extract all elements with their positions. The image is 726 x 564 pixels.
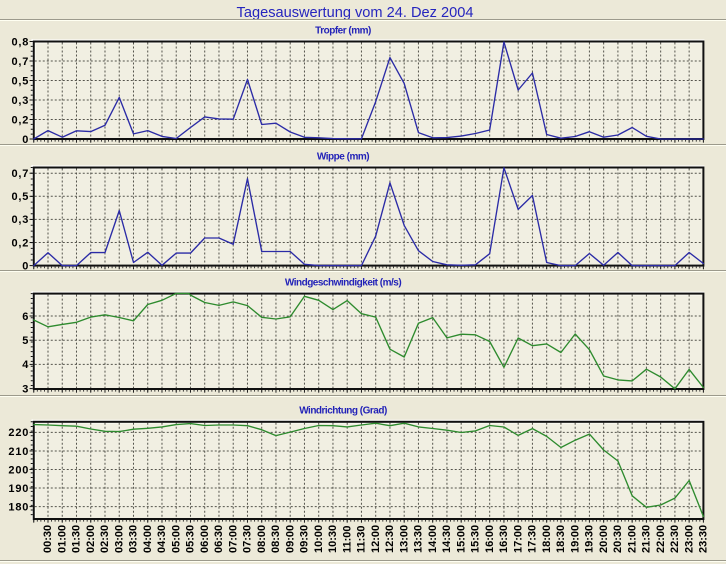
svg-text:23:00: 23:00 [683, 525, 695, 553]
svg-text:200: 200 [8, 464, 29, 476]
svg-text:Windrichtung (Grad): Windrichtung (Grad) [299, 405, 387, 416]
svg-text:10:30: 10:30 [327, 525, 339, 553]
svg-text:5: 5 [22, 335, 29, 347]
svg-text:Tropfer (mm): Tropfer (mm) [315, 25, 371, 36]
svg-text:09:30: 09:30 [299, 525, 311, 553]
svg-text:01:00: 01:00 [56, 525, 68, 553]
svg-text:11:30: 11:30 [356, 525, 368, 553]
svg-text:11:00: 11:00 [341, 525, 353, 553]
svg-text:16:30: 16:30 [498, 525, 510, 553]
svg-text:14:00: 14:00 [427, 525, 439, 553]
svg-text:04:30: 04:30 [156, 525, 168, 553]
svg-text:0,2: 0,2 [11, 114, 29, 126]
svg-text:07:00: 07:00 [227, 525, 239, 553]
svg-text:05:30: 05:30 [185, 525, 197, 553]
svg-text:10:00: 10:00 [313, 525, 325, 553]
svg-text:0,3: 0,3 [11, 95, 29, 107]
svg-text:05:00: 05:00 [170, 525, 182, 553]
svg-text:22:00: 22:00 [655, 525, 667, 553]
svg-text:13:30: 13:30 [413, 525, 425, 553]
svg-text:15:30: 15:30 [470, 525, 482, 553]
svg-text:20:30: 20:30 [612, 525, 624, 553]
svg-text:Windgeschwindigkeit (m/s): Windgeschwindigkeit (m/s) [285, 277, 401, 288]
svg-text:04:00: 04:00 [142, 525, 154, 553]
svg-text:13:00: 13:00 [398, 525, 410, 553]
svg-text:02:30: 02:30 [99, 525, 111, 553]
svg-text:18:30: 18:30 [555, 525, 567, 553]
svg-text:180: 180 [8, 501, 29, 513]
svg-text:08:30: 08:30 [270, 525, 282, 553]
svg-text:21:30: 21:30 [641, 525, 653, 553]
svg-text:15:00: 15:00 [455, 525, 467, 553]
svg-text:0: 0 [22, 260, 29, 272]
svg-text:23:30: 23:30 [698, 525, 710, 553]
svg-text:20:00: 20:00 [598, 525, 610, 553]
svg-text:0,7: 0,7 [11, 168, 29, 180]
svg-text:14:30: 14:30 [441, 525, 453, 553]
svg-text:17:00: 17:00 [512, 525, 524, 553]
svg-text:0,3: 0,3 [11, 214, 29, 226]
svg-text:03:30: 03:30 [128, 525, 140, 553]
svg-text:12:00: 12:00 [370, 525, 382, 553]
svg-text:22:30: 22:30 [669, 525, 681, 553]
svg-text:06:30: 06:30 [213, 525, 225, 553]
svg-text:19:30: 19:30 [584, 525, 596, 553]
svg-text:210: 210 [8, 446, 29, 458]
svg-text:Tagesauswertung vom 24. Dez 20: Tagesauswertung vom 24. Dez 2004 [237, 5, 474, 21]
svg-text:16:00: 16:00 [484, 525, 496, 553]
svg-text:3: 3 [22, 383, 29, 395]
svg-text:4: 4 [22, 359, 29, 371]
svg-text:0,5: 0,5 [11, 191, 29, 203]
svg-text:19:00: 19:00 [569, 525, 581, 553]
svg-text:00:30: 00:30 [42, 525, 54, 553]
svg-text:01:30: 01:30 [71, 525, 83, 553]
svg-text:220: 220 [8, 427, 29, 439]
svg-text:0: 0 [22, 134, 29, 146]
svg-text:07:30: 07:30 [242, 525, 254, 553]
svg-text:0,8: 0,8 [11, 36, 29, 48]
svg-text:21:00: 21:00 [626, 525, 638, 553]
svg-text:17:30: 17:30 [527, 525, 539, 553]
svg-text:190: 190 [8, 483, 29, 495]
svg-text:06:00: 06:00 [199, 525, 211, 553]
svg-text:02:00: 02:00 [85, 525, 97, 553]
svg-text:03:00: 03:00 [113, 525, 125, 553]
svg-text:0,7: 0,7 [11, 56, 29, 68]
svg-text:08:00: 08:00 [256, 525, 268, 553]
svg-text:18:00: 18:00 [541, 525, 553, 553]
svg-text:Wippe (mm): Wippe (mm) [317, 151, 369, 162]
svg-text:6: 6 [22, 311, 29, 323]
svg-text:0,2: 0,2 [11, 237, 29, 249]
svg-text:0,5: 0,5 [11, 75, 29, 87]
svg-text:09:00: 09:00 [284, 525, 296, 553]
svg-text:12:30: 12:30 [384, 525, 396, 553]
